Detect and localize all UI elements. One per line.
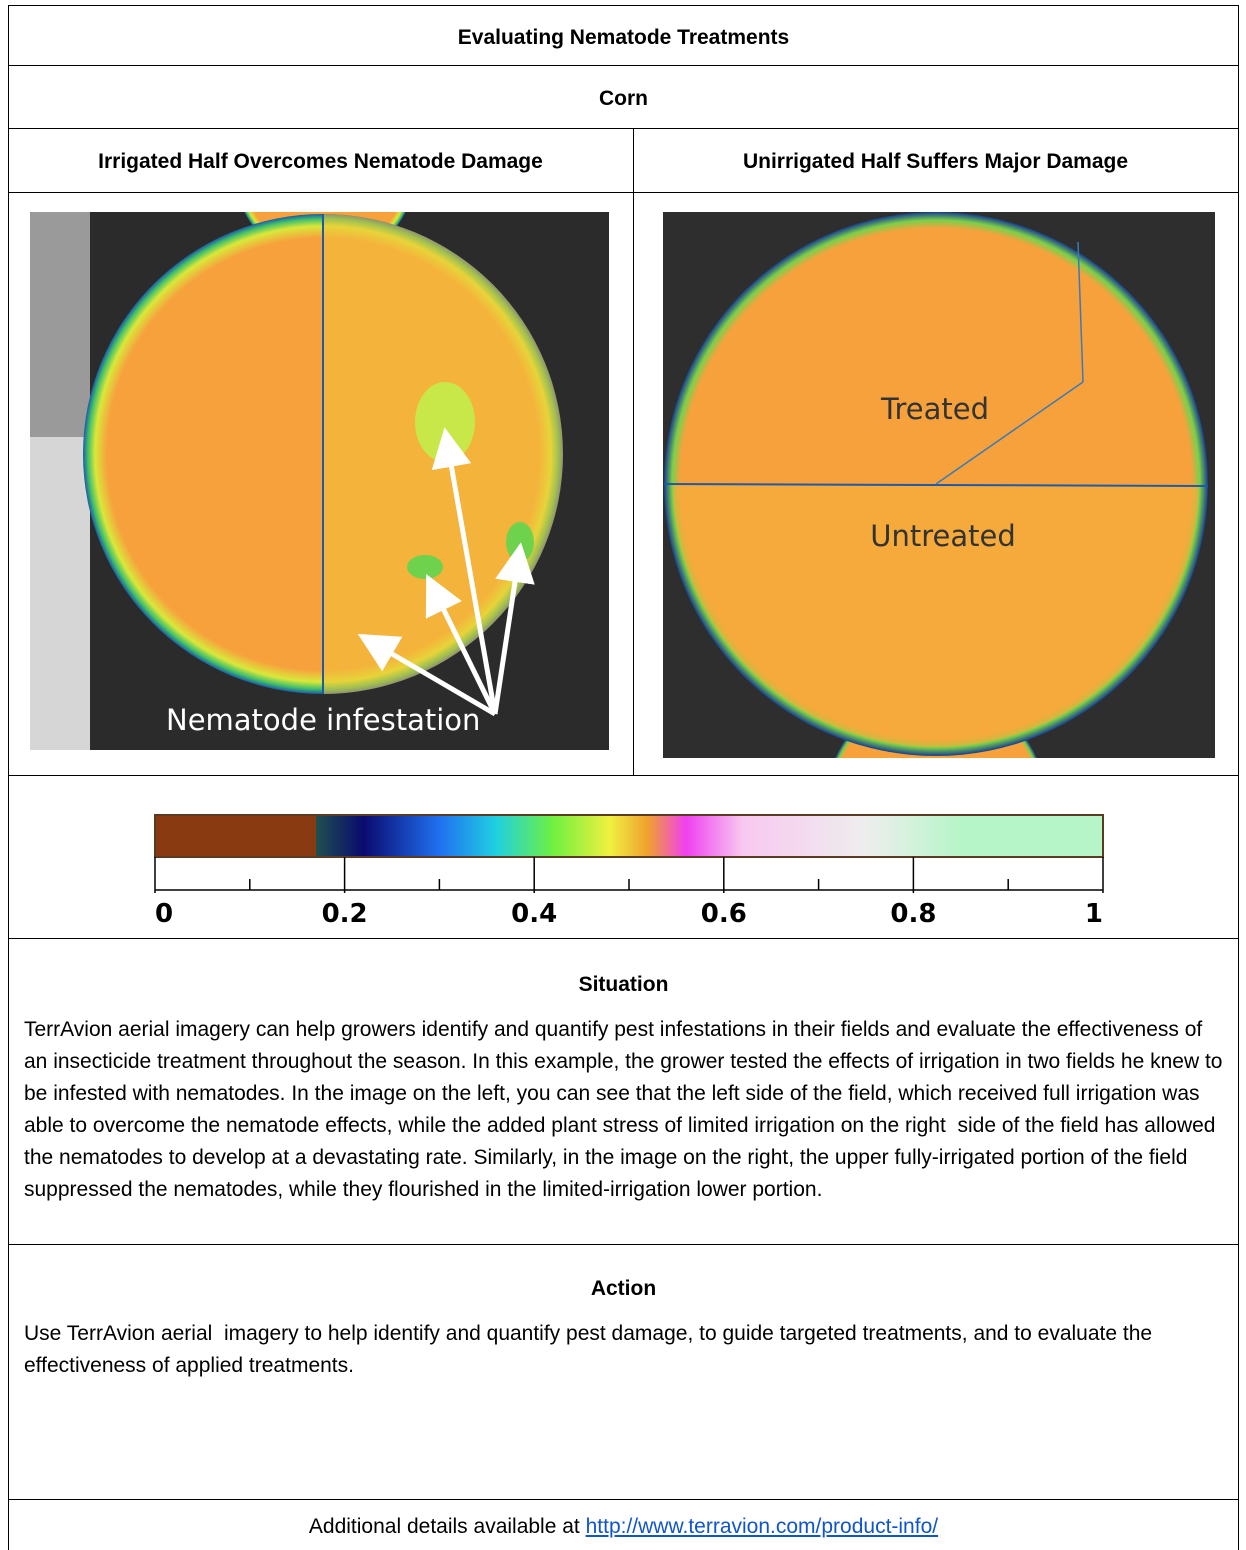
section-title: Situation: [578, 973, 669, 996]
panel-heading: Irrigated Half Overcomes Nematode Damage: [98, 150, 543, 173]
panel-heading: Unirrigated Half Suffers Major Damage: [742, 150, 1129, 173]
rule: [8, 938, 1239, 939]
section-title: Action: [590, 1277, 657, 1300]
rule: [633, 128, 634, 775]
rule: [8, 1244, 1239, 1245]
tick-label: 0: [155, 899, 173, 929]
title: Evaluating Nematode Treatments: [457, 26, 790, 49]
annotation: Nematode infestation: [166, 703, 480, 737]
annotation: Treated: [880, 392, 989, 426]
field-image: Nematode infestation: [30, 212, 609, 750]
rule: [8, 5, 9, 1550]
tick-label: 0.2: [322, 899, 368, 929]
colorbar: 0 0.2 0.4 0.6 0.8 1: [154, 814, 1104, 929]
rule: [1238, 5, 1239, 1550]
rule: [8, 5, 1239, 6]
footer: Additional details available at http://w…: [8, 1515, 1239, 1539]
section-body: TerrAvion aerial imagery can help grower…: [24, 1018, 1229, 1201]
link[interactable]: http://www.terravion.com/product-info/: [585, 1515, 939, 1538]
tick-label: 0.8: [890, 899, 936, 929]
crop: Corn: [599, 87, 648, 110]
rule: [8, 1499, 1239, 1500]
tick-label: 1: [1085, 899, 1103, 929]
field-image: Treated Untreated: [663, 212, 1215, 758]
section-body: Use TerrAvion aerial imagery to help ide…: [24, 1322, 1158, 1377]
tick-label: 0.6: [701, 899, 747, 929]
rule: [8, 128, 1239, 129]
rule: [8, 192, 1239, 193]
footer-text: Additional details available at: [308, 1515, 580, 1538]
annotation: Untreated: [870, 519, 1016, 553]
rule: [8, 775, 1239, 776]
colorbar-scale: [154, 814, 1104, 858]
tick-label: 0.4: [511, 899, 557, 929]
rule: [8, 65, 1239, 66]
